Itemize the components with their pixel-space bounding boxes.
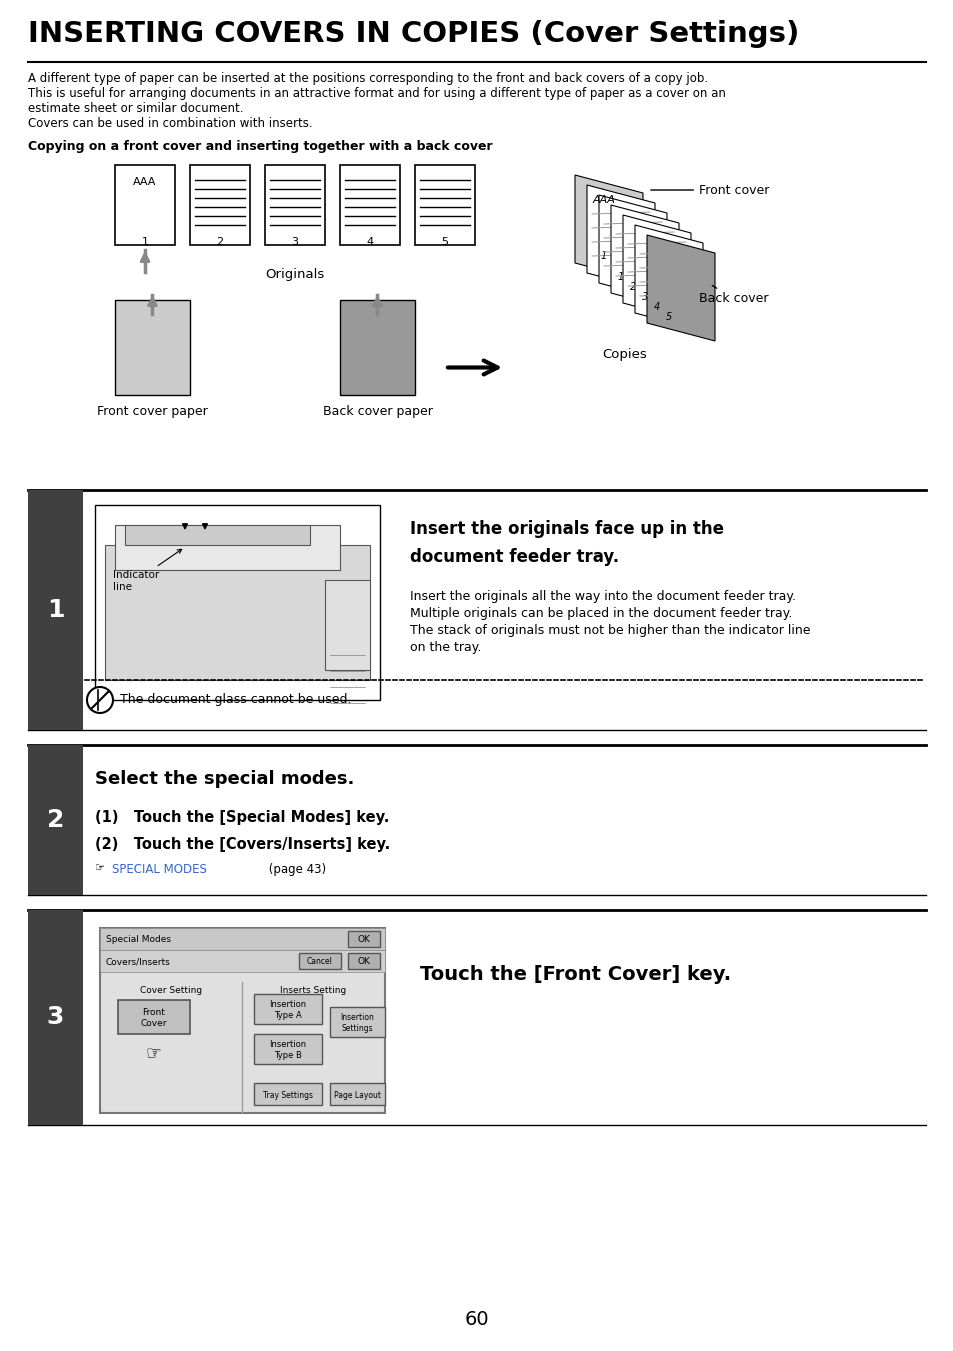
Text: 2: 2 [47, 808, 64, 832]
Text: 3: 3 [292, 236, 298, 247]
Text: Insertion
Type A: Insertion Type A [269, 1000, 306, 1020]
Bar [28, 911, 83, 1125]
Text: Cancel: Cancel [307, 958, 333, 966]
Text: on the tray.: on the tray. [410, 640, 481, 654]
Bar [95, 505, 379, 700]
Text: Back cover paper: Back cover paper [322, 405, 432, 417]
Text: Insert the originals all the way into the document feeder tray.: Insert the originals all the way into th… [410, 590, 795, 603]
Text: Indicator
line: Indicator line [112, 550, 181, 592]
Text: Special Modes: Special Modes [106, 935, 171, 944]
Text: 4: 4 [653, 303, 659, 312]
Text: A different type of paper can be inserted at the positions corresponding to the : A different type of paper can be inserte… [28, 72, 707, 85]
Text: This is useful for arranging documents in an attractive format and for using a d: This is useful for arranging documents i… [28, 86, 725, 100]
Bar [190, 165, 250, 245]
Text: document feeder tray.: document feeder tray. [410, 549, 618, 566]
Text: (1)   Touch the [Special Modes] key.: (1) Touch the [Special Modes] key. [95, 811, 389, 825]
Text: 3: 3 [47, 1005, 64, 1029]
Circle shape [87, 688, 112, 713]
Text: Covers/Inserts: Covers/Inserts [106, 958, 171, 966]
Text: Page Layout: Page Layout [334, 1090, 380, 1100]
Text: Multiple originals can be placed in the document feeder tray.: Multiple originals can be placed in the … [410, 607, 792, 620]
Text: Touch the [Front Cover] key.: Touch the [Front Cover] key. [419, 965, 730, 984]
Bar [115, 165, 174, 245]
Bar [118, 1000, 190, 1034]
Text: INSERTING COVERS IN COPIES (Cover Settings): INSERTING COVERS IN COPIES (Cover Settin… [28, 20, 799, 49]
Bar [325, 580, 370, 670]
Bar [348, 931, 379, 947]
Text: Front cover paper: Front cover paper [97, 405, 208, 417]
Polygon shape [575, 176, 642, 281]
Polygon shape [598, 195, 666, 301]
Text: ☞: ☞ [95, 863, 105, 873]
Bar [28, 744, 83, 894]
Text: Originals: Originals [265, 267, 324, 281]
Text: AAA: AAA [592, 195, 615, 205]
Text: Insertion
Settings: Insertion Settings [340, 1013, 374, 1034]
Polygon shape [635, 226, 702, 331]
Bar [415, 165, 475, 245]
Bar [100, 928, 385, 950]
Text: Copying on a front cover and inserting together with a back cover: Copying on a front cover and inserting t… [28, 141, 492, 153]
Text: 5: 5 [441, 236, 448, 247]
Bar [298, 952, 340, 969]
Text: 2: 2 [629, 282, 636, 292]
Polygon shape [622, 215, 690, 322]
Text: Inserts Setting: Inserts Setting [279, 986, 346, 994]
Text: 1: 1 [618, 272, 623, 282]
Text: 2: 2 [216, 236, 223, 247]
Bar [330, 1084, 385, 1105]
Text: Front cover: Front cover [650, 184, 768, 196]
Bar [348, 952, 379, 969]
Bar [105, 544, 370, 680]
Text: (page 43): (page 43) [265, 863, 326, 875]
Text: Back cover: Back cover [699, 285, 768, 305]
Text: estimate sheet or similar document.: estimate sheet or similar document. [28, 101, 243, 115]
Text: 4: 4 [366, 236, 374, 247]
Text: ☞: ☞ [146, 1044, 162, 1062]
Text: 1: 1 [600, 251, 606, 261]
Bar [339, 165, 399, 245]
Bar [115, 526, 339, 570]
Text: Tray Settings: Tray Settings [263, 1090, 313, 1100]
Text: 60: 60 [464, 1310, 489, 1329]
Text: Select the special modes.: Select the special modes. [95, 770, 354, 788]
Polygon shape [646, 235, 714, 340]
Bar [253, 1084, 322, 1105]
Bar [100, 928, 385, 1113]
Bar [339, 300, 415, 394]
Bar [115, 300, 190, 394]
Text: 1: 1 [47, 598, 64, 621]
Text: 5: 5 [665, 312, 672, 322]
Text: OK: OK [357, 958, 370, 966]
Bar [125, 526, 310, 544]
Text: SPECIAL MODES: SPECIAL MODES [112, 863, 207, 875]
Text: Insert the originals face up in the: Insert the originals face up in the [410, 520, 723, 538]
Text: (2)   Touch the [Covers/Inserts] key.: (2) Touch the [Covers/Inserts] key. [95, 838, 390, 852]
Bar [265, 165, 325, 245]
Bar [28, 490, 83, 730]
Text: AAA: AAA [133, 177, 156, 186]
Text: Insertion
Type B: Insertion Type B [269, 1040, 306, 1061]
Polygon shape [586, 185, 655, 290]
Text: 3: 3 [641, 292, 647, 303]
Polygon shape [610, 205, 679, 311]
Text: Copies: Copies [602, 349, 647, 361]
Bar [253, 994, 322, 1024]
Text: 1: 1 [141, 236, 149, 247]
Text: Covers can be used in combination with inserts.: Covers can be used in combination with i… [28, 118, 313, 130]
Text: The stack of originals must not be higher than the indicator line: The stack of originals must not be highe… [410, 624, 810, 638]
Bar [330, 1006, 385, 1038]
Text: OK: OK [357, 935, 370, 944]
Bar [100, 950, 385, 971]
Text: The document glass cannot be used.: The document glass cannot be used. [120, 693, 351, 707]
Text: Cover Setting: Cover Setting [140, 986, 202, 994]
Bar [253, 1034, 322, 1065]
Text: Front
Cover: Front Cover [141, 1008, 167, 1028]
